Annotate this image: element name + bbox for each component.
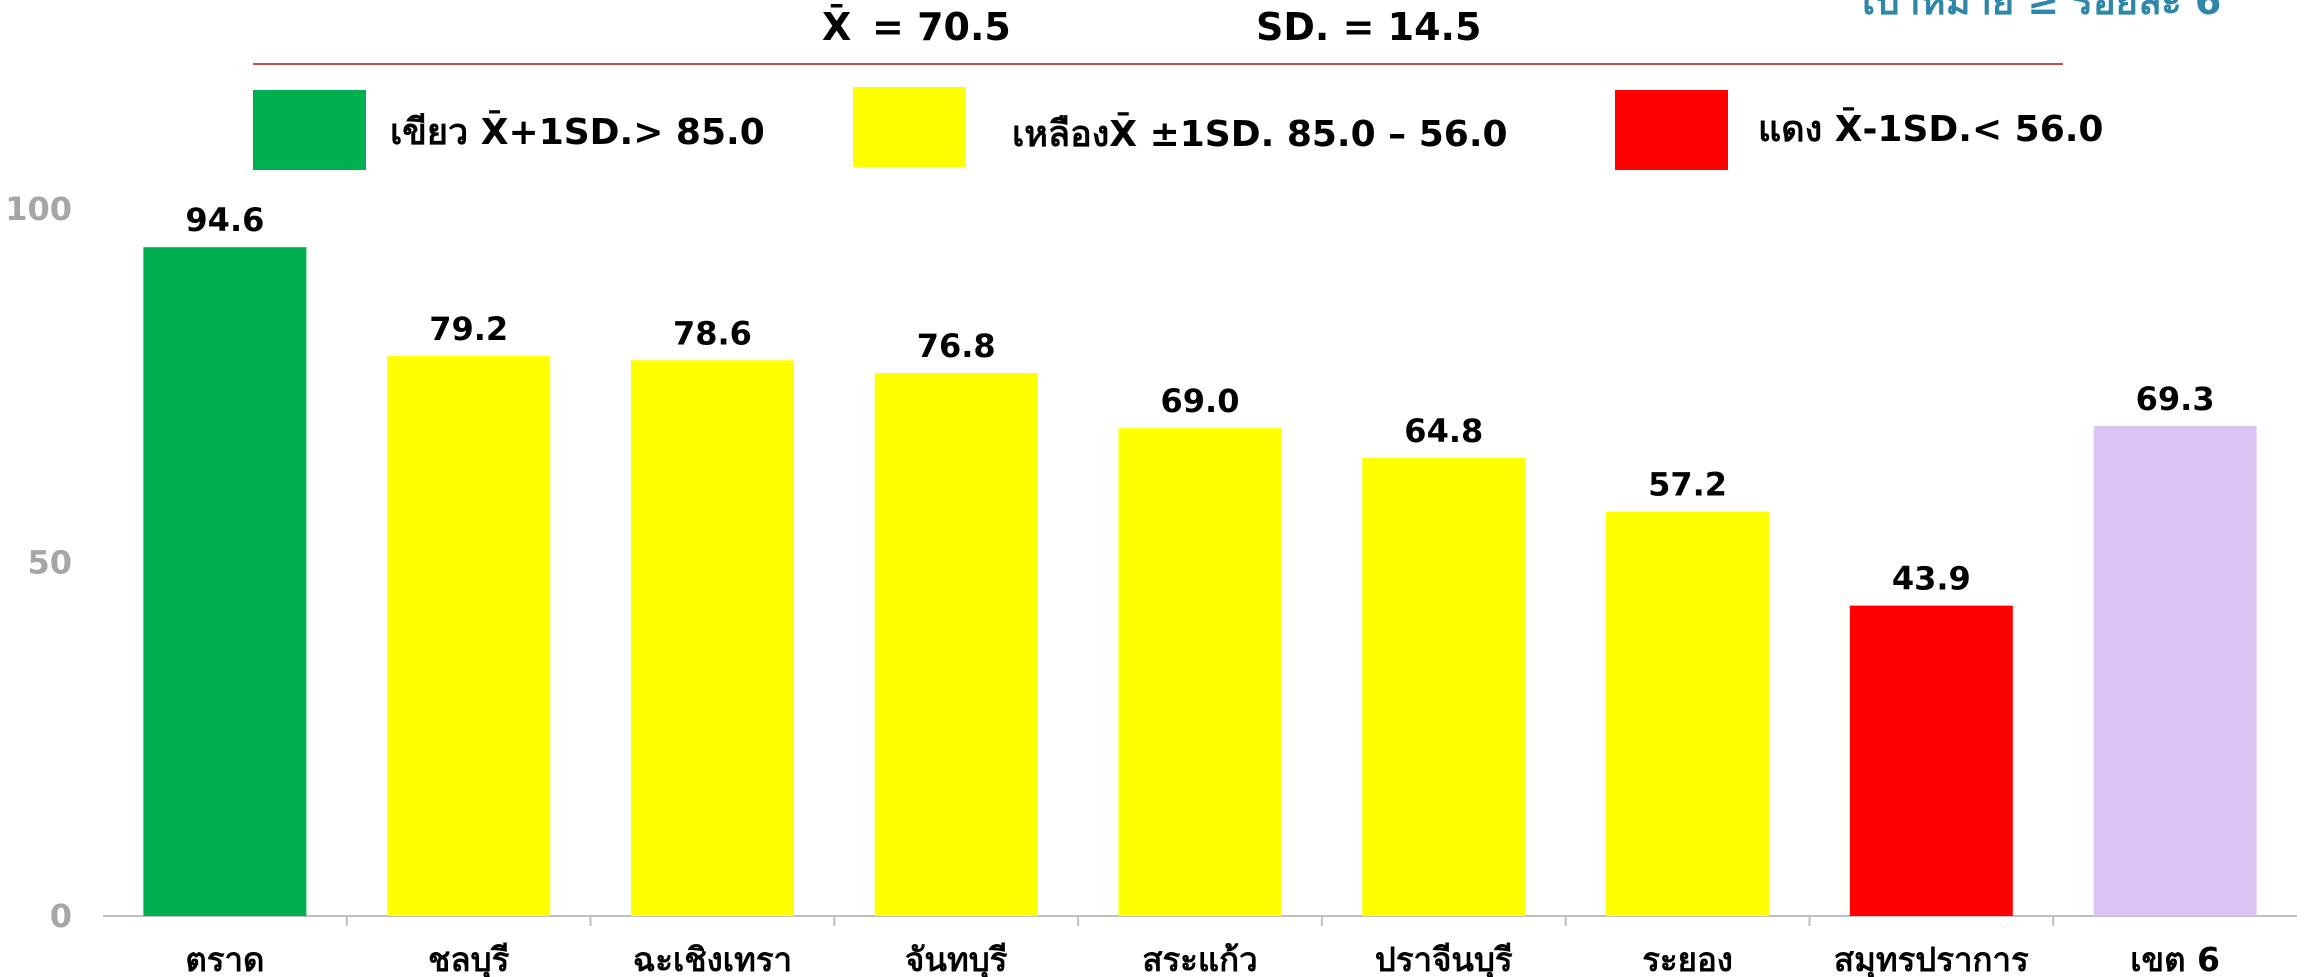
bar	[1362, 457, 1526, 916]
y-tick-label: 50	[27, 544, 72, 582]
bar	[1849, 605, 2013, 916]
bar	[1606, 511, 1770, 916]
bar	[630, 360, 794, 917]
x-tick-label: ชลบุรี	[428, 940, 510, 977]
x-tick-label: ระยอง	[1642, 940, 1733, 977]
bars	[143, 247, 2257, 917]
y-tick-label: 0	[50, 897, 72, 935]
data-label: 43.9	[1892, 560, 1971, 598]
x-tick-label: ปราจีนบุรี	[1375, 940, 1513, 977]
y-axis: 0 50 100	[5, 190, 72, 935]
x-tick-label: สระแก้ว	[1142, 940, 1257, 977]
data-label: 69.3	[2136, 380, 2215, 418]
legend-item-green: เขียว X̄+1SD.> 85.0	[390, 109, 765, 153]
y-tick-label: 100	[5, 190, 72, 228]
data-label: 76.8	[917, 327, 996, 365]
legend-swatch-yellow	[853, 87, 966, 167]
mean-symbol: X̄	[822, 4, 851, 49]
sd-value: SD. = 14.5	[1256, 5, 1481, 49]
legend: เขียว X̄+1SD.> 85.0 เหลืองX̄ ±1SD. 85.0 …	[253, 87, 2103, 170]
x-tick-label: สมุทรปราการ	[1834, 940, 2029, 977]
bar	[2093, 426, 2257, 916]
data-label: 64.8	[1404, 412, 1483, 450]
x-tick-label: จันทบุรี	[905, 940, 1008, 977]
bar	[143, 247, 307, 917]
data-labels: 94.6 79.2 78.6 76.8 69.0 64.8 57.2 43.9 69.3	[185, 201, 2214, 597]
x-tick-label: ฉะเชิงเทรา	[633, 940, 792, 977]
data-label: 69.0	[1161, 382, 1240, 420]
bar	[387, 356, 551, 916]
mean-value: = 70.5	[872, 5, 1011, 49]
legend-swatch-green	[253, 90, 366, 170]
bar	[1118, 428, 1282, 916]
corner-caption: เป้าหมาย ≥ ร้อยละ 6	[1862, 0, 2221, 23]
legend-swatch-red	[1615, 90, 1728, 170]
data-label: 78.6	[673, 314, 752, 352]
legend-item-yellow: เหลืองX̄ ±1SD. 85.0 – 56.0	[1012, 111, 1508, 155]
x-tick-label: เขต 6	[2130, 940, 2220, 977]
data-label: 94.6	[185, 201, 264, 239]
x-axis-ticks: ตราด ชลบุรี ฉะเชิงเทรา จันทบุรี สระแก้ว ปราจี…	[185, 916, 2220, 977]
data-label: 79.2	[429, 310, 508, 348]
bar	[874, 373, 1038, 916]
x-tick-label: ตราด	[185, 940, 264, 977]
legend-item-red: แดง X̄-1SD.< 56.0	[1758, 106, 2103, 150]
data-label: 57.2	[1648, 466, 1727, 504]
